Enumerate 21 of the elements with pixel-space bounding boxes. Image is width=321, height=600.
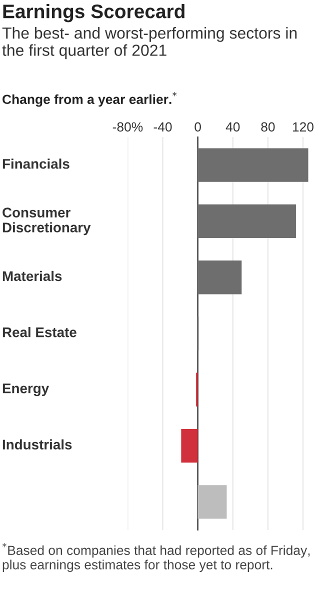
bar <box>198 148 308 182</box>
y-tick-label: Energy <box>2 384 50 396</box>
bar <box>198 485 227 519</box>
chart-title: Earnings Scorecard <box>3 4 184 22</box>
x-tick-label: -40 <box>154 122 172 132</box>
y-tick-label: Real Estate <box>2 327 76 338</box>
bar <box>198 204 296 238</box>
y-tick-label: Materials <box>2 270 62 282</box>
y-tick-label: Financials <box>2 158 70 169</box>
bar <box>198 260 242 294</box>
x-tick-label: 40 <box>226 122 240 132</box>
x-tick-label: -80% <box>112 122 143 132</box>
x-tick-label: 0 <box>194 122 201 132</box>
chart-subtitle: The best- and worst-performing sectors in the first quarter of 2021 <box>2 27 297 60</box>
y-tick-label: Consumer Discretionary <box>2 208 91 236</box>
x-tick-label: 120 <box>292 122 314 132</box>
text: $^{*}$Based on companies that had reported as of Friday, plus earnings estimates for those yet to report. <box>2 543 310 572</box>
bar <box>181 428 198 463</box>
y-tick-label: Industrials <box>2 439 72 450</box>
x-axis-title: Change from a year earlier.$^{*}$ <box>2 92 177 107</box>
x-tick-label: 80 <box>261 122 275 132</box>
